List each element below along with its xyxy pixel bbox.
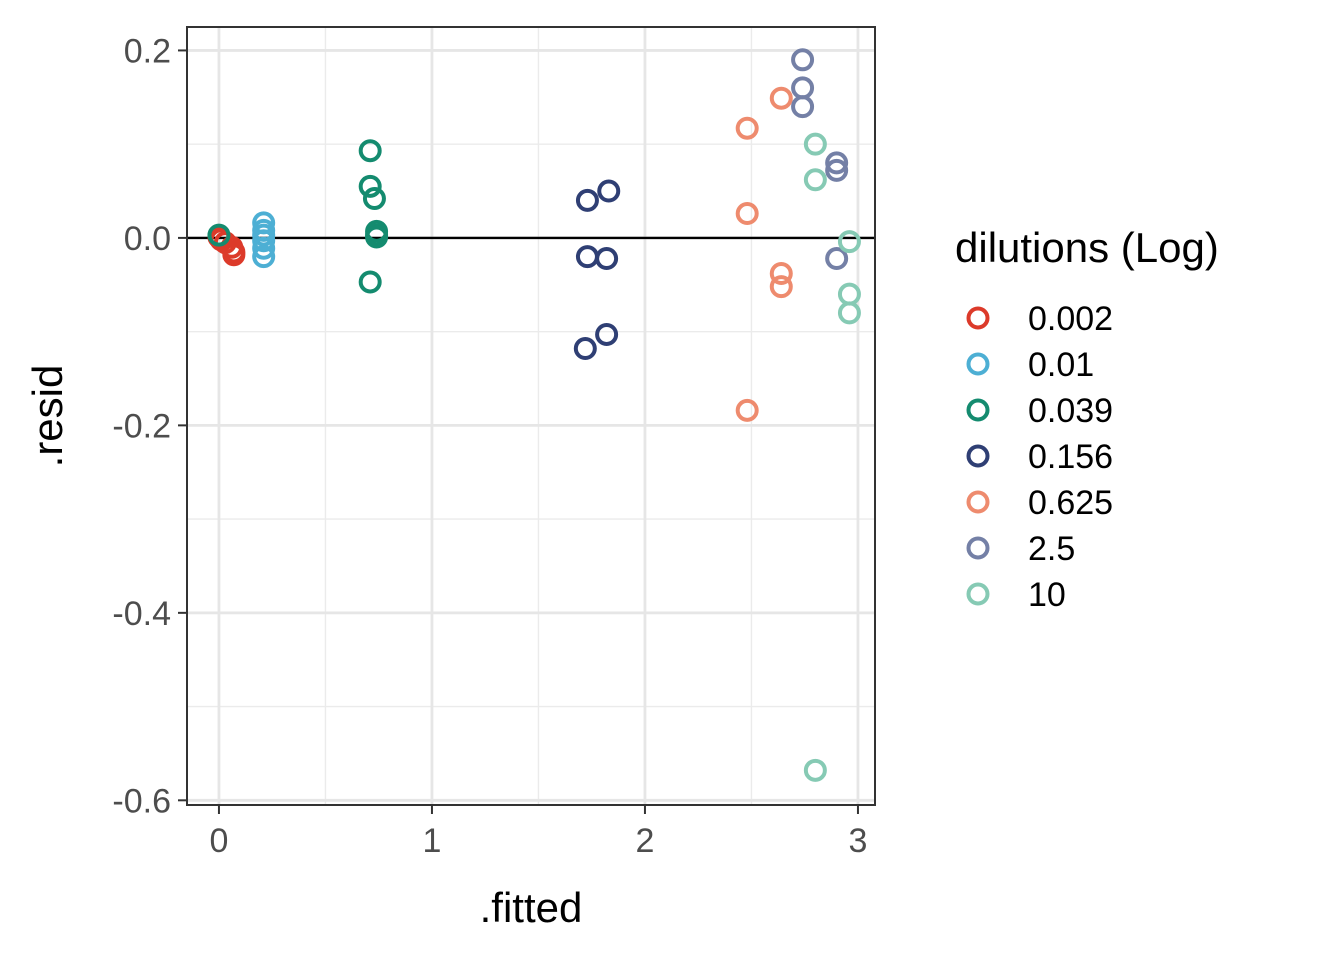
data-point: [769, 262, 793, 286]
data-point: [207, 223, 231, 247]
legend-key: [966, 352, 990, 376]
data-point: [803, 168, 827, 192]
data-point: [222, 243, 246, 267]
data-point: [595, 247, 619, 271]
y-axis: 0.2 0.0 -0.2 -0.4 -0.6: [112, 32, 187, 820]
data-point: [362, 187, 386, 211]
data-points: [207, 48, 861, 782]
y-tick-label: 0.2: [124, 32, 171, 70]
legend-title: dilutions (Log): [955, 224, 1219, 271]
data-point: [769, 275, 793, 299]
legend-key: [966, 536, 990, 560]
x-axis-title: .fitted: [480, 884, 583, 931]
y-tick-label: 0.0: [124, 220, 171, 258]
legend-label: 2.5: [1028, 530, 1075, 568]
legend-label: 0.039: [1028, 392, 1113, 430]
data-point: [735, 398, 759, 422]
data-point: [358, 139, 382, 163]
data-point: [358, 270, 382, 294]
y-tick-label: -0.2: [112, 407, 171, 445]
legend-label: 0.625: [1028, 484, 1113, 522]
y-tick-label: -0.4: [112, 595, 171, 633]
legend: dilutions (Log) 0.002 0.01 0.039 0.156 0.625…: [955, 224, 1219, 614]
legend-key: [966, 398, 990, 422]
data-point: [825, 151, 849, 175]
data-point: [837, 301, 861, 325]
data-point: [575, 188, 599, 212]
data-point: [791, 48, 815, 72]
data-point: [252, 245, 276, 269]
major-gridlines: [187, 27, 875, 805]
plot-panel: [187, 27, 875, 805]
data-point: [791, 95, 815, 119]
x-tick-label: 1: [422, 822, 441, 860]
legend-label: 0.156: [1028, 438, 1113, 476]
legend-label: 10: [1028, 576, 1066, 614]
data-point: [769, 86, 793, 110]
legend-key: [966, 306, 990, 330]
data-point: [803, 758, 827, 782]
x-axis: 0 1 2 3: [209, 805, 867, 860]
data-point: [735, 116, 759, 140]
data-point: [595, 322, 619, 346]
data-point: [803, 132, 827, 156]
legend-key: [966, 444, 990, 468]
data-point: [358, 174, 382, 198]
y-tick-label: -0.6: [112, 782, 171, 820]
y-axis-title: .resid: [24, 365, 71, 468]
legend-key: [966, 490, 990, 514]
data-point: [837, 230, 861, 254]
data-point: [573, 337, 597, 361]
legend-label: 0.01: [1028, 346, 1094, 384]
legend-label: 0.002: [1028, 300, 1113, 338]
data-point: [252, 236, 276, 260]
data-point: [825, 158, 849, 182]
x-tick-label: 0: [209, 822, 228, 860]
x-tick-label: 2: [635, 822, 654, 860]
minor-gridlines: [187, 27, 875, 805]
data-point: [365, 225, 389, 249]
data-point: [735, 202, 759, 226]
plot-border: [186, 26, 876, 806]
data-point: [597, 179, 621, 203]
data-point: [252, 229, 276, 253]
data-point: [825, 247, 849, 271]
legend-key: [966, 582, 990, 606]
x-tick-label: 3: [848, 822, 867, 860]
